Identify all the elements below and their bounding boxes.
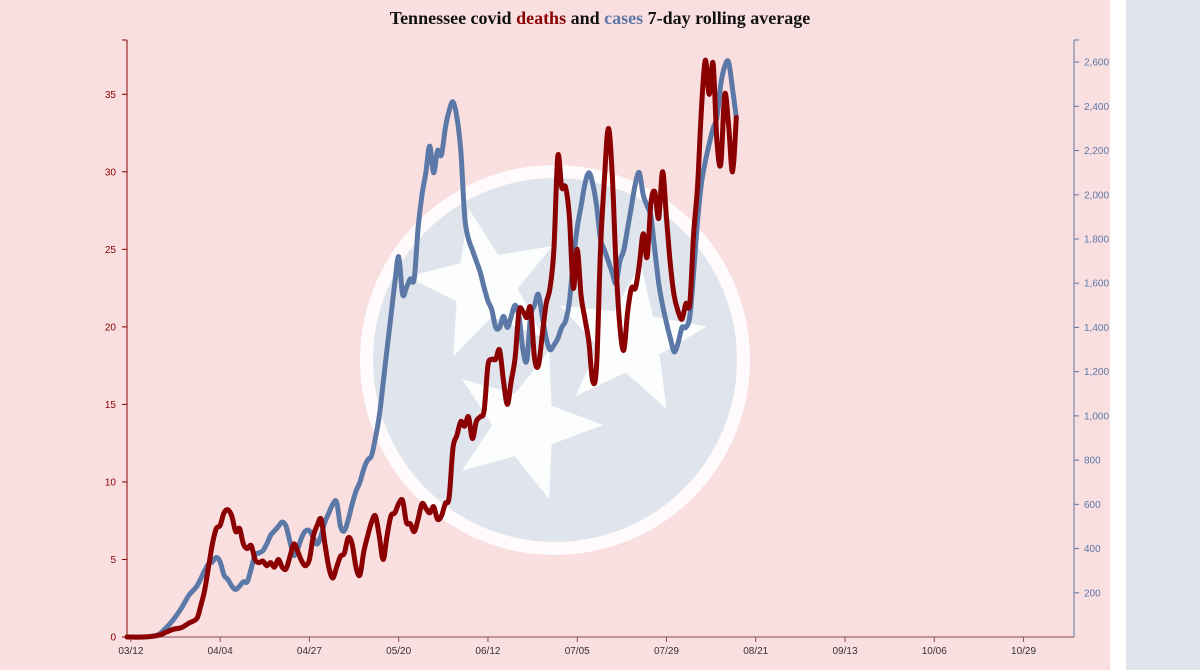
deaths-series-line [124, 57, 739, 640]
right-tick-label: 2,600 [1084, 58, 1109, 69]
chart-axes: 0 5 10 15 20 25 30 35 200 400 600 800 1,000 1,200 1,40… [105, 39, 1109, 657]
title-part-1: Tennessee covid [389, 8, 517, 28]
left-tick-label: 20 [105, 322, 117, 333]
right-tick-label: 2,000 [1084, 190, 1109, 201]
x-tick-label: 04/27 [297, 646, 322, 657]
right-tick-label: 1,600 [1084, 279, 1109, 290]
left-tick-label: 10 [105, 477, 117, 488]
x-tick-label: 09/13 [832, 646, 857, 657]
left-tick-label: 30 [105, 167, 117, 178]
title-part-2: and [566, 8, 605, 28]
right-tick-label: 1,200 [1084, 367, 1109, 378]
right-tick-label: 600 [1084, 500, 1101, 511]
right-tick-label: 400 [1084, 544, 1101, 555]
title-part-3: 7-day rolling average [643, 8, 811, 28]
title-deaths-word: deaths [516, 8, 567, 28]
right-tick-label: 800 [1084, 456, 1101, 467]
x-tick-label: 10/29 [1011, 646, 1036, 657]
right-side-stripe [1126, 0, 1200, 670]
x-tick-label: 03/12 [118, 646, 143, 657]
chart-title: Tennessee covid deaths and cases 7-day r… [0, 8, 1200, 29]
x-tick-label: 08/21 [743, 646, 768, 657]
cases-series-line [124, 58, 739, 640]
left-tick-label: 15 [105, 400, 117, 411]
right-tick-label: 1,400 [1084, 323, 1109, 334]
title-cases-word: cases [604, 8, 644, 28]
right-tick-label: 1,800 [1084, 235, 1109, 246]
emblem-star-3-icon [461, 350, 603, 500]
x-tick-label: 10/06 [922, 646, 947, 657]
x-tick-label: 04/04 [208, 646, 233, 657]
x-tick-label: 05/20 [386, 646, 411, 657]
chart-series [124, 57, 739, 640]
x-tick-label: 06/12 [475, 646, 500, 657]
left-tick-label: 5 [110, 555, 116, 566]
right-tick-label: 2,200 [1084, 146, 1109, 157]
left-tick-label: 0 [110, 633, 116, 644]
right-tick-label: 1,000 [1084, 411, 1109, 422]
left-tick-label: 35 [105, 90, 117, 101]
left-tick-label: 25 [105, 245, 117, 256]
x-tick-label: 07/29 [654, 646, 679, 657]
x-tick-label: 07/05 [565, 646, 590, 657]
right-tick-label: 200 [1084, 588, 1101, 599]
right-tick-label: 2,400 [1084, 102, 1109, 113]
